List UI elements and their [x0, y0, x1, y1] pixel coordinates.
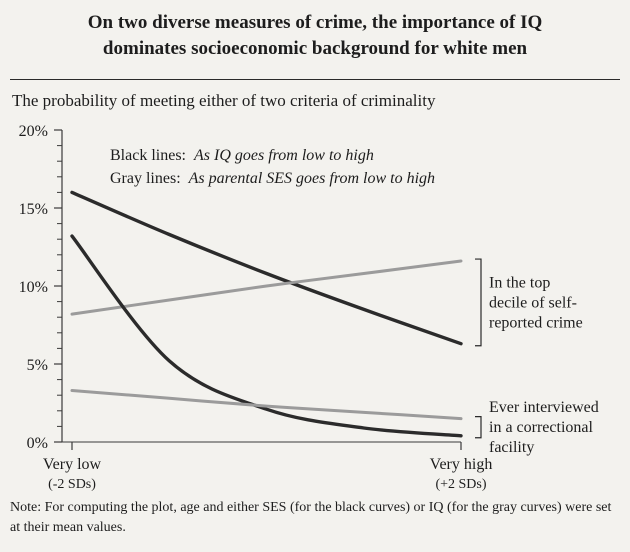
series-line-1: [70, 190, 463, 346]
series-line-4: [70, 389, 463, 421]
title-line-1: On two diverse measures of crime, the im…: [87, 12, 543, 33]
legend-black: Black lines: As IQ goes from low to high: [110, 147, 374, 164]
legend-gray-prefix: Gray lines:: [110, 170, 181, 187]
y-tick-label: 15%: [19, 201, 48, 218]
chart-title: On two diverse measures of crime, the im…: [0, 10, 630, 62]
y-tick-label: 20%: [19, 123, 48, 140]
series-lines: [70, 190, 463, 438]
y-tick-label: 5%: [27, 357, 48, 374]
title-divider: [10, 79, 620, 80]
legend-black-text: As IQ goes from low to high: [193, 147, 374, 164]
series-line-2: [70, 259, 463, 316]
annotation-label: decile of self-: [489, 294, 577, 311]
x-label-left-sub: (-2 SDs): [48, 477, 96, 492]
x-label-right: Very high: [430, 456, 493, 473]
legend-gray-text: As parental SES goes from low to high: [188, 170, 435, 187]
legend-gray: Gray lines: As parental SES goes from lo…: [110, 170, 435, 187]
x-label-right-sub: (+2 SDs): [435, 477, 486, 492]
legend-black-prefix: Black lines:: [110, 147, 186, 164]
annotation-label: In the top: [489, 274, 550, 291]
annotations: In the top decile of self-reported crime E…: [475, 258, 599, 456]
x-axis-labels: Very low (-2 SDs) Very high (+2 SDs): [43, 456, 492, 492]
annotation-label: Ever interviewed: [489, 399, 599, 416]
legend: Black lines: As IQ goes from low to high…: [110, 147, 435, 187]
annotation-bracket: [475, 258, 482, 347]
y-axis: 0% 5% 10% 15% 20%: [19, 123, 462, 452]
footnote: Note: For computing the plot, age and ei…: [10, 500, 612, 535]
chart-subtitle: The probability of meeting either of two…: [12, 91, 436, 110]
annotation-label: facility: [489, 439, 534, 456]
annotation-label: in a correctional: [489, 419, 594, 436]
annotation-bracket: [475, 416, 482, 439]
x-label-left: Very low: [43, 456, 102, 473]
annotation-label: reported crime: [489, 314, 583, 331]
y-tick-label: 10%: [19, 279, 48, 296]
title-line-2: dominates socioeconomic background for w…: [102, 38, 528, 59]
y-tick-label: 0%: [27, 435, 48, 452]
